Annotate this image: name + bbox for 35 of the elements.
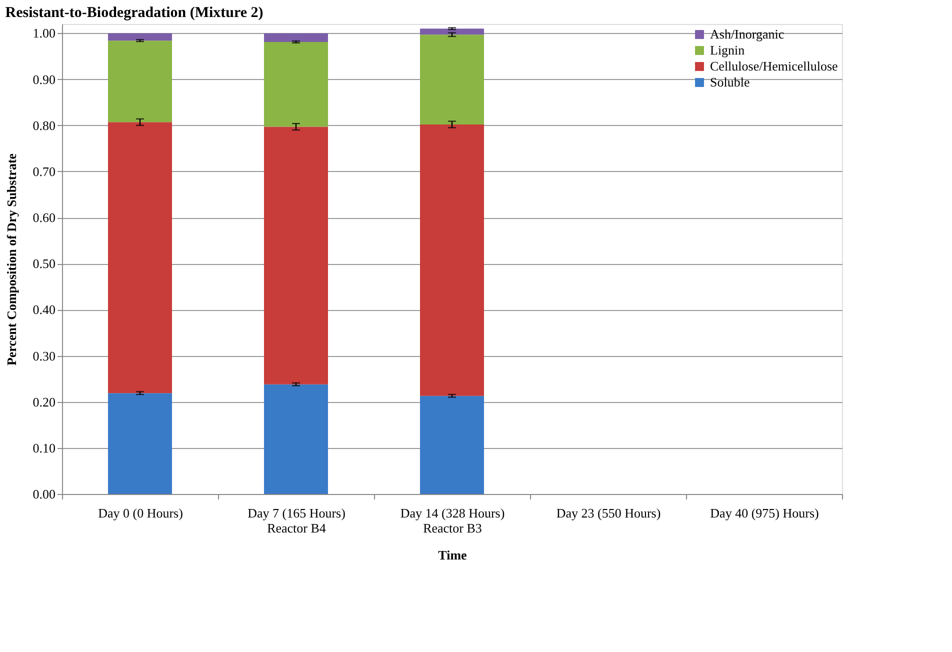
y-tick-label: 0.30 [32,348,56,364]
y-tick-label: 0.20 [32,394,56,410]
y-tick-label: 0.70 [32,164,56,179]
y-tick-label: 1.00 [32,26,56,41]
bar [108,122,172,394]
legend-label: Cellulose/Hemicellulose [710,58,838,74]
bar [264,42,328,127]
bar [108,33,172,41]
y-axis-title: Percent Composition of Dry Substrate [4,153,19,366]
y-tick-label: 0.40 [32,302,56,318]
bar [264,33,328,42]
bar [420,124,484,396]
chart-title: Resistant-to-Biodegradation (Mixture 2) [5,5,264,21]
y-tick-label: 0.10 [32,440,56,456]
x-tick-label: Day 23 (550 Hours) [556,506,661,520]
y-tick-label: 0.00 [32,486,56,502]
x-axis-title: Time [438,548,468,562]
legend-label: Lignin [710,42,746,58]
y-tick-label: 0.80 [32,118,56,133]
legend-label: Ash/Inorganic [710,26,784,42]
x-tick-label: Day 0 (0 Hours) [98,506,183,520]
y-tick-label: 0.50 [32,256,56,272]
bar [108,40,172,122]
legend-label: Soluble [710,74,750,90]
x-tick-label: Day 14 (328 Hours) Reactor B3 [400,506,505,536]
bar [264,126,328,384]
bar [108,393,172,494]
x-tick-label: Day 40 (975) Hours) [710,506,819,520]
bar [264,384,328,494]
bar [420,396,484,494]
bar [420,34,484,124]
y-tick-label: 0.90 [32,72,56,87]
bar [420,28,484,35]
x-tick-label: Day 7 (165 Hours) Reactor B4 [248,506,346,536]
y-tick-label: 0.60 [32,210,56,226]
